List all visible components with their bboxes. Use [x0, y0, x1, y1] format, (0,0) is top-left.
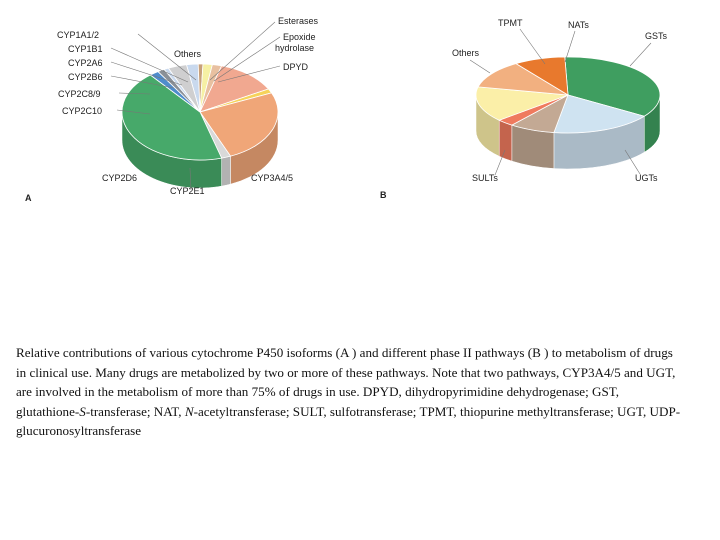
caption-italic-n: N	[184, 403, 194, 419]
leader-lines-b	[469, 28, 652, 176]
label-tpmt: TPMT	[498, 18, 523, 28]
pie-b-slice-6	[515, 56, 569, 96]
label-cyp2a6: CYP2A6	[68, 58, 103, 68]
label-cyp2c10: CYP2C10	[62, 106, 102, 116]
pie-a-wall-7	[221, 155, 231, 187]
caption-text-3: -acetyltransferase; SULT, sulfotransfera…	[16, 403, 681, 439]
pie-a-slice-8	[121, 74, 223, 161]
label-sults: SULTs	[472, 173, 498, 183]
label-others-b: Others	[452, 48, 480, 58]
caption-text-1: Relative contributions of various cytoch…	[16, 345, 676, 419]
label-cyp2e1: CYP2E1	[170, 186, 205, 196]
label-nats: NATs	[568, 20, 589, 30]
pie-a-slice-6	[199, 92, 279, 157]
label-cyp2d6: CYP2D6	[102, 173, 137, 183]
label-cyp2b6: CYP2B6	[68, 72, 103, 82]
label-epoxide: Epoxide	[283, 32, 316, 42]
label-gsts: GSTs	[645, 31, 668, 41]
label-dpyd: DPYD	[283, 62, 309, 72]
label-hydrolase: hydrolase	[275, 43, 314, 53]
caption-italic-s: S	[79, 403, 86, 419]
caption-text-2: -transferase; NAT,	[85, 403, 185, 419]
label-cyp1b1: CYP1B1	[68, 44, 103, 54]
label-cyp3a4-5: CYP3A4/5	[251, 173, 293, 183]
pie-a-slice-4	[199, 65, 270, 113]
figure-caption: Relative contributions of various cytoch…	[16, 343, 681, 441]
pie-b-slice-0	[564, 56, 661, 117]
pie-b-wall-3	[498, 119, 513, 162]
label-esterases: Esterases	[278, 16, 319, 26]
pie-chart-a	[121, 63, 279, 189]
label-cyp2c8-9: CYP2C8/9	[58, 89, 101, 99]
label-others-a: Others	[174, 49, 202, 59]
pie-b-slice-1	[553, 94, 646, 134]
label-cyp1a1-2: CYP1A1/2	[57, 30, 99, 40]
label-ugts: UGTs	[635, 173, 658, 183]
panel-label-a: A	[25, 193, 32, 203]
leader-lines-a	[110, 21, 281, 191]
panel-label-b: B	[380, 190, 387, 200]
pie-b-slice-4	[475, 86, 569, 121]
pie-b-slice-5	[477, 63, 569, 96]
pie-chart-b	[475, 56, 661, 170]
